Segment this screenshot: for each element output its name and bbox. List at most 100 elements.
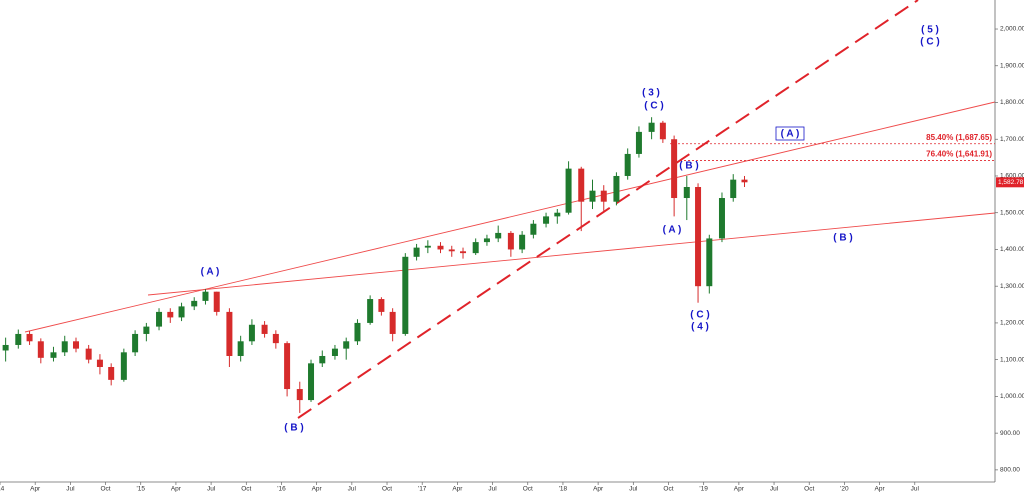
candle-body xyxy=(495,232,502,239)
wave-label: ( C ) xyxy=(920,37,939,48)
candle-body xyxy=(96,359,103,368)
y-tick-label: 1,800.00 xyxy=(1000,99,1024,106)
y-tick-label: 800.00 xyxy=(1000,467,1020,474)
x-tick-label: Oct xyxy=(100,486,110,493)
candle-body xyxy=(460,251,467,254)
x-tick-label: '17 xyxy=(418,486,427,493)
candle-body xyxy=(472,242,479,254)
x-tick-label: Jul xyxy=(66,486,75,493)
candle-body xyxy=(226,311,233,356)
x-tick-label: Jul xyxy=(348,486,357,493)
candle-body xyxy=(367,299,374,323)
wave-label: ( A ) xyxy=(201,267,220,278)
wave-label: ( 5 ) xyxy=(921,25,939,36)
x-tick-label: Apr xyxy=(312,486,323,493)
candle-body xyxy=(389,311,396,334)
candle-body xyxy=(578,168,585,202)
last-price-label: 1,582.78 xyxy=(998,179,1024,186)
x-tick-label: Apr xyxy=(171,486,182,493)
x-tick-label: '19 xyxy=(699,486,708,493)
candle-body xyxy=(554,212,561,217)
candle-body xyxy=(706,238,713,287)
candle-body xyxy=(261,324,268,334)
candle-body xyxy=(72,341,79,349)
candle-body xyxy=(132,333,139,353)
y-tick-label: 1,600.00 xyxy=(1000,173,1024,180)
x-tick-label: Oct xyxy=(663,486,673,493)
candle-body xyxy=(589,190,596,202)
y-tick-label: 1,700.00 xyxy=(1000,136,1024,143)
x-tick-label: Oct xyxy=(382,486,392,493)
candle-body xyxy=(37,341,44,358)
x-tick-label: Jul xyxy=(629,486,638,493)
x-tick-label: '16 xyxy=(277,486,286,493)
candle-body xyxy=(191,300,198,307)
candle-body xyxy=(85,348,92,360)
dashed-trend-line xyxy=(297,0,919,419)
x-tick-label: Apr xyxy=(593,486,604,493)
candle-body xyxy=(343,341,350,349)
candle-body xyxy=(565,168,572,213)
candle-body xyxy=(413,247,420,257)
candle-body xyxy=(635,131,642,154)
candle-body xyxy=(2,344,9,351)
y-tick-label: 2,000.00 xyxy=(1000,26,1024,33)
candle-body xyxy=(354,322,361,342)
y-tick-label: 1,000.00 xyxy=(1000,393,1024,400)
x-tick-label: Apr xyxy=(452,486,463,493)
candle-body xyxy=(237,341,244,356)
candle-body xyxy=(741,179,748,183)
x-tick-label: '18 xyxy=(559,486,568,493)
x-tick-label: Oct xyxy=(241,486,251,493)
x-tick-label: '15 xyxy=(136,486,145,493)
candle-body xyxy=(284,343,291,390)
y-tick-label: 1,500.00 xyxy=(1000,209,1024,216)
x-tick-label: '14 xyxy=(0,486,5,493)
x-tick-label: Apr xyxy=(734,486,745,493)
trend-line xyxy=(147,212,996,296)
wave-label: ( C ) xyxy=(644,101,663,112)
candle-body xyxy=(600,190,607,202)
fib-label: 85.40% (1,687.65) xyxy=(926,133,992,142)
candle-body xyxy=(15,333,22,345)
y-tick-label: 1,400.00 xyxy=(1000,246,1024,253)
wave-label: ( 4 ) xyxy=(691,322,709,333)
candle-body xyxy=(50,352,57,358)
candle-body xyxy=(108,367,115,380)
wave-label: ( B ) xyxy=(284,423,303,434)
candle-body xyxy=(507,232,514,250)
wave-label: ( B ) xyxy=(833,233,852,244)
candle-body xyxy=(143,326,150,334)
candle-body xyxy=(718,198,725,239)
wave-label: ( A ) xyxy=(781,129,800,140)
x-tick-label: Jul xyxy=(488,486,497,493)
candle-body xyxy=(543,216,550,224)
candle-body xyxy=(156,311,163,327)
x-tick-label: Apr xyxy=(30,486,41,493)
x-tick-label: Jul xyxy=(207,486,216,493)
candle-body xyxy=(448,249,455,252)
candle-body xyxy=(178,306,185,318)
last-price-box xyxy=(996,177,1024,188)
candle-body xyxy=(272,333,279,344)
x-tick-label: Oct xyxy=(523,486,533,493)
x-tick-label: Jul xyxy=(911,486,920,493)
candle-body xyxy=(167,311,174,318)
wave-label: ( 3 ) xyxy=(642,88,660,99)
y-tick-label: 1,200.00 xyxy=(1000,320,1024,327)
wave-label: ( A ) xyxy=(663,225,682,236)
candle-body xyxy=(202,291,209,301)
candle-body xyxy=(424,245,431,248)
candle-body xyxy=(437,245,444,250)
x-tick-label: Apr xyxy=(875,486,886,493)
fib-label: 76.40% (1,641.91) xyxy=(926,150,992,159)
x-tick-label: Jul xyxy=(770,486,779,493)
candle-body xyxy=(120,352,127,380)
candle-body xyxy=(624,153,631,176)
candle-body xyxy=(530,223,537,235)
candle-body xyxy=(683,186,690,199)
candle-body xyxy=(26,333,33,342)
candle-body xyxy=(483,238,490,243)
wave-label-box xyxy=(775,126,805,141)
